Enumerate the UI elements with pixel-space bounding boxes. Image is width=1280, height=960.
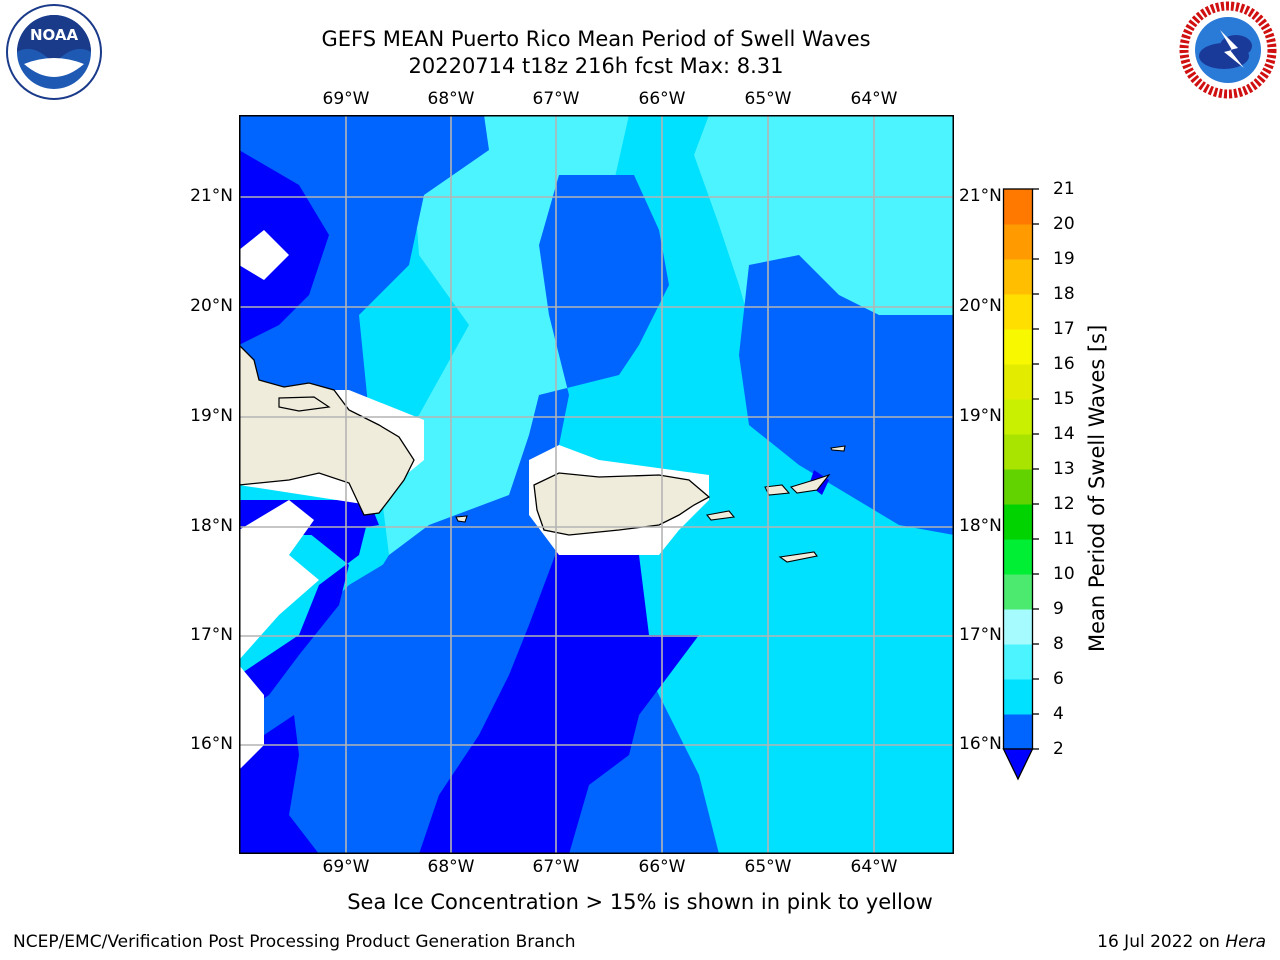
colorbar-tick-14: 14 (1053, 424, 1075, 444)
no-data-sw-2 (239, 665, 264, 770)
colorbar-segment (1003, 469, 1033, 505)
anegada-island (830, 445, 846, 452)
colorbar-tick-17: 17 (1053, 319, 1075, 339)
colorbar-segment (1003, 714, 1033, 750)
colorbar-segment (1003, 329, 1033, 365)
lon-label-top-69w: 69°W (322, 89, 370, 109)
nws-logo-icon (1179, 1, 1277, 99)
lat-label-right-19n: 19°N (959, 406, 1002, 426)
no-data-nw (239, 230, 289, 280)
svg-text:NOAA: NOAA (30, 26, 79, 44)
lat-label-left-20n: 20°N (190, 296, 233, 316)
colorbar-extend-arrow (1002, 748, 1034, 781)
hispaniola-landmass (239, 344, 415, 516)
no-data-sw-1 (239, 500, 319, 660)
band-below-2-nw (239, 150, 329, 345)
colorbar-tick-20: 20 (1053, 214, 1075, 234)
colorbar-tick-8: 8 (1053, 634, 1064, 654)
lat-label-left-21n: 21°N (190, 186, 233, 206)
footer-machine: Hera (1225, 932, 1266, 952)
tortuga-island (278, 396, 331, 412)
colorbar-tick-4: 4 (1053, 704, 1064, 724)
map-title-line2: 20220714 t18z 216h fcst Max: 8.31 (408, 54, 784, 78)
colorbar-segment (1003, 364, 1033, 400)
lon-label-bottom-69w: 69°W (322, 857, 370, 877)
colorbar-tick-10: 10 (1053, 564, 1075, 584)
footer-date: 16 Jul 2022 on (1097, 932, 1226, 952)
colorbar-segment (1003, 399, 1033, 435)
colorbar-segment (1003, 504, 1033, 540)
sea-ice-caption: Sea Ice Concentration > 15% is shown in … (347, 890, 933, 914)
st-croix-island (778, 551, 818, 563)
vieques-island (705, 510, 736, 521)
colorbar-label: Mean Period of Swell Waves [s] (1085, 324, 1109, 652)
lat-label-left-18n: 18°N (190, 516, 233, 536)
lat-label-right-17n: 17°N (959, 625, 1002, 645)
colorbar-segment (1003, 259, 1033, 295)
colorbar-tick-11: 11 (1053, 529, 1075, 549)
band-2-4-sw (239, 545, 449, 854)
lon-label-top-67w: 67°W (532, 89, 580, 109)
colorbar-tick-2: 2 (1053, 739, 1064, 759)
colorbar-segment (1003, 294, 1033, 330)
colorbar-tick-6: 6 (1053, 669, 1064, 689)
lon-label-bottom-67w: 67°W (532, 857, 580, 877)
colorbar-tick-18: 18 (1053, 284, 1075, 304)
colorbar-segment (1003, 189, 1033, 225)
colorbar-tick-9: 9 (1053, 599, 1064, 619)
band-below-2-south (419, 545, 699, 854)
colorbar-segment (1003, 224, 1033, 260)
lon-label-top-65w: 65°W (744, 89, 792, 109)
band-2-4-east (739, 255, 954, 535)
lat-label-right-16n: 16°N (959, 734, 1002, 754)
lat-label-left-16n: 16°N (190, 734, 233, 754)
lon-label-top-68w: 68°W (427, 89, 475, 109)
swell-period-map (239, 115, 954, 854)
colorbar-segment (1003, 434, 1033, 470)
colorbar-tick-15: 15 (1053, 389, 1075, 409)
colorbar (1002, 188, 1039, 781)
lon-label-bottom-65w: 65°W (744, 857, 792, 877)
lon-label-bottom-66w: 66°W (638, 857, 686, 877)
colorbar-segment (1003, 679, 1033, 715)
lon-label-bottom-64w: 64°W (850, 857, 898, 877)
colorbar-segment (1003, 609, 1033, 645)
bvi-islands (789, 473, 831, 494)
colorbar-segment (1003, 539, 1033, 575)
map-frame (239, 115, 954, 854)
lon-label-top-64w: 64°W (850, 89, 898, 109)
map-title-line1: GEFS MEAN Puerto Rico Mean Period of Swe… (321, 27, 871, 51)
colorbar-tick-19: 19 (1053, 249, 1075, 269)
colorbar-tick-12: 12 (1053, 494, 1075, 514)
lon-label-top-66w: 66°W (638, 89, 686, 109)
lat-label-left-17n: 17°N (190, 625, 233, 645)
band-below-2-w (239, 515, 369, 715)
mona-island (455, 515, 468, 523)
colorbar-tick-13: 13 (1053, 459, 1075, 479)
lon-label-bottom-68w: 68°W (427, 857, 475, 877)
lat-label-right-20n: 20°N (959, 296, 1002, 316)
colorbar-tick-21: 21 (1053, 179, 1075, 199)
colorbar-segment (1003, 644, 1033, 680)
footer-timestamp: 16 Jul 2022 on Hera (1097, 932, 1266, 952)
noaa-logo-icon: NOAA (6, 4, 102, 100)
colorbar-segment (1003, 574, 1033, 610)
band-2-4-center (239, 175, 954, 854)
colorbar-tick-16: 16 (1053, 354, 1075, 374)
puerto-rico-landmass (533, 472, 711, 536)
graticule (239, 115, 954, 854)
lat-label-left-19n: 19°N (190, 406, 233, 426)
lat-label-right-21n: 21°N (959, 186, 1002, 206)
lat-label-right-18n: 18°N (959, 516, 1002, 536)
footer-credit: NCEP/EMC/Verification Post Processing Pr… (13, 932, 576, 952)
